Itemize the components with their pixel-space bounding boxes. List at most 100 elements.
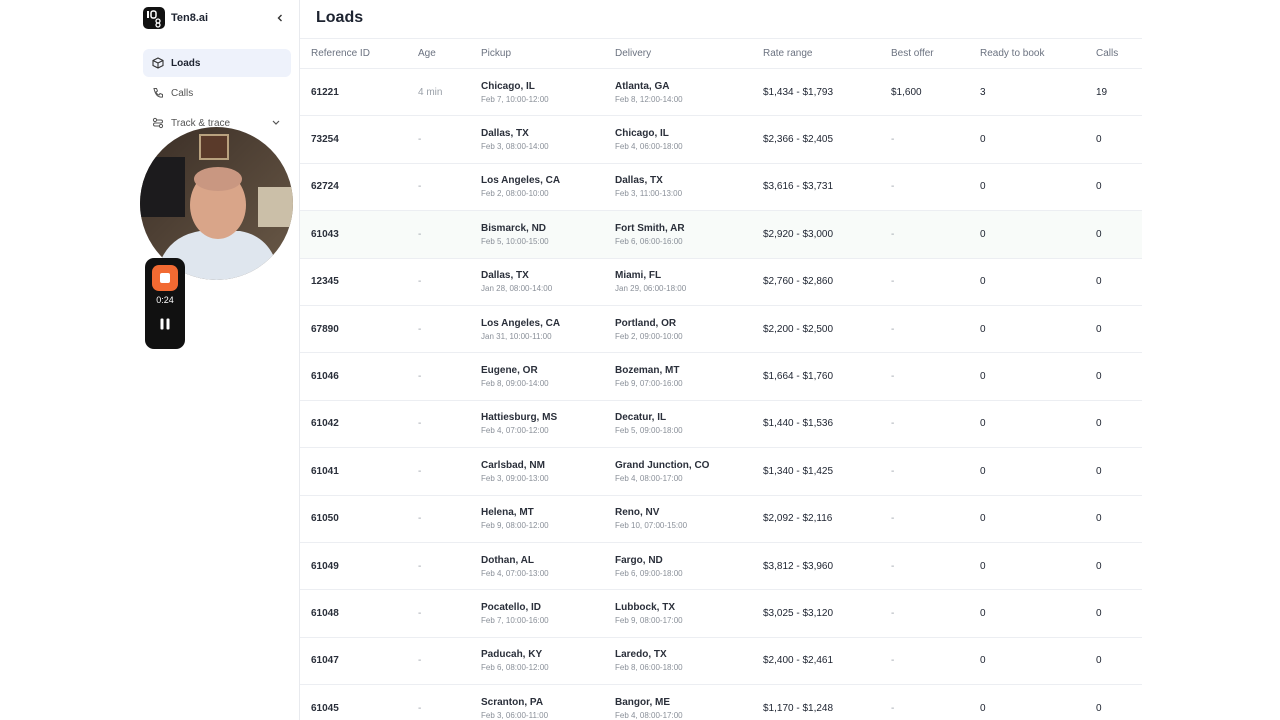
column-header[interactable]: Pickup — [481, 48, 512, 59]
delivery-window: Feb 9, 07:00-16:00 — [615, 379, 683, 389]
pickup-window: Feb 3, 09:00-13:00 — [481, 473, 549, 483]
delivery-location: Dallas, TX — [615, 175, 663, 187]
pickup-location: Chicago, IL — [481, 80, 535, 92]
calls: 0 — [1096, 228, 1102, 240]
best-offer: - — [891, 228, 895, 240]
rate-range: $3,025 - $3,120 — [763, 607, 834, 619]
nav-icon — [152, 57, 164, 69]
nav-item[interactable]: Calls — [143, 79, 291, 107]
delivery-location: Bangor, ME — [615, 696, 671, 708]
best-offer: - — [891, 418, 895, 430]
table-row[interactable]: 62724 - Los Angeles, CA Feb 2, 08:00-10:00 D… — [300, 164, 1142, 212]
pause-button[interactable] — [159, 318, 171, 330]
ready-to-book: 0 — [980, 513, 986, 525]
delivery-cell: Reno, NV Feb 10, 07:00-15:00 — [615, 507, 763, 530]
age: - — [418, 560, 422, 572]
rate-range: $3,812 - $3,960 — [763, 560, 834, 572]
pickup-location: Eugene, OR — [481, 365, 538, 377]
stop-button[interactable] — [152, 265, 178, 291]
logo[interactable] — [143, 7, 165, 29]
delivery-window: Feb 6, 06:00-16:00 — [615, 236, 683, 246]
delivery-cell: Bozeman, MT Feb 9, 07:00-16:00 — [615, 365, 763, 388]
best-offer: - — [891, 371, 895, 383]
table-row[interactable]: 61047 - Paducah, KY Feb 6, 08:00-12:00 Lared… — [300, 638, 1142, 686]
column-header[interactable]: Calls — [1096, 48, 1119, 59]
best-offer: - — [891, 323, 895, 335]
pickup-location: Carlsbad, NM — [481, 459, 545, 471]
age: - — [418, 418, 422, 430]
pickup-window: Feb 7, 10:00-16:00 — [481, 615, 549, 625]
table-row[interactable]: 61049 - Dothan, AL Feb 4, 07:00-13:00 Fargo,… — [300, 543, 1142, 591]
calls: 0 — [1096, 513, 1102, 525]
reference-id: 61047 — [311, 655, 339, 667]
column-header[interactable]: Age — [418, 48, 436, 59]
reference-id: 62724 — [311, 181, 339, 193]
pickup-window: Feb 8, 09:00-14:00 — [481, 379, 549, 389]
table-row[interactable]: 61041 - Carlsbad, NM Feb 3, 09:00-13:00 Gran… — [300, 448, 1142, 496]
delivery-location: Portland, OR — [615, 317, 677, 329]
best-offer: - — [891, 181, 895, 193]
nav-item[interactable]: Track & trace — [143, 109, 291, 137]
column-header[interactable]: Best offer — [891, 48, 934, 59]
ready-to-book: 0 — [980, 560, 986, 572]
main: Loads Reference ID Age Pickup Delivery Rate … — [300, 0, 1142, 720]
collapse-button[interactable] — [275, 13, 285, 23]
pickup-location: Pocatello, ID — [481, 601, 542, 613]
column-header[interactable]: Reference ID — [311, 48, 370, 59]
delivery-window: Feb 8, 06:00-18:00 — [615, 663, 683, 673]
table-row[interactable]: 12345 - Dallas, TX Jan 28, 08:00-14:00 Miami… — [300, 259, 1142, 306]
logo-mark — [147, 10, 161, 28]
ready-to-book: 0 — [980, 465, 986, 477]
delivery-window: Feb 8, 12:00-14:00 — [615, 94, 683, 104]
nav-icon — [152, 117, 164, 129]
delivery-location: Laredo, TX — [615, 649, 667, 661]
webcam-overlay — [140, 127, 293, 280]
age: - — [418, 607, 422, 619]
delivery-window: Feb 5, 09:00-18:00 — [615, 426, 683, 436]
column-header[interactable]: Ready to book — [980, 48, 1045, 59]
column-header[interactable]: Rate range — [763, 48, 813, 59]
table-row[interactable]: 61042 - Hattiesburg, MS Feb 4, 07:00-12:00 D… — [300, 401, 1142, 449]
rate-range: $1,340 - $1,425 — [763, 465, 834, 477]
reference-id: 61048 — [311, 607, 339, 619]
ready-to-book: 3 — [980, 86, 986, 98]
rate-range: $1,170 - $1,248 — [763, 702, 834, 714]
nav-item[interactable]: Loads — [143, 49, 291, 77]
table-body: 61221 4 min Chicago, IL Feb 7, 10:00-12:00 A… — [300, 69, 1142, 720]
pickup-cell: Los Angeles, CA Jan 31, 10:00-11:00 — [481, 318, 615, 341]
best-offer: - — [891, 607, 895, 619]
best-offer: - — [891, 513, 895, 525]
pickup-location: Hattiesburg, MS — [481, 412, 558, 424]
nav-icon — [153, 88, 163, 98]
ready-to-book: 0 — [980, 181, 986, 193]
delivery-cell: Fort Smith, AR Feb 6, 06:00-16:00 — [615, 223, 763, 246]
delivery-location: Fargo, ND — [615, 554, 663, 566]
table-row[interactable]: 61045 - Scranton, PA Feb 3, 06:00-11:00 Bang… — [300, 685, 1142, 720]
pickup-window: Feb 6, 08:00-12:00 — [481, 663, 549, 673]
table-row[interactable]: 61048 - Pocatello, ID Feb 7, 10:00-16:00 Lub… — [300, 590, 1142, 638]
pickup-window: Feb 4, 07:00-12:00 — [481, 426, 549, 436]
table-row[interactable]: 61050 - Helena, MT Feb 9, 08:00-12:00 Reno, … — [300, 496, 1142, 543]
table-row[interactable]: 61043 - Bismarck, ND Feb 5, 10:00-15:00 Fort… — [300, 211, 1142, 259]
calls: 0 — [1096, 418, 1102, 430]
delivery-window: Feb 2, 09:00-10:00 — [615, 331, 683, 341]
pickup-cell: Los Angeles, CA Feb 2, 08:00-10:00 — [481, 175, 615, 198]
ready-to-book: 0 — [980, 228, 986, 240]
age: - — [418, 181, 422, 193]
calls: 0 — [1096, 607, 1102, 619]
delivery-location: Lubbock, TX — [615, 601, 675, 613]
table-row[interactable]: 67890 - Los Angeles, CA Jan 31, 10:00-11:00… — [300, 306, 1142, 354]
column-header[interactable]: Delivery — [615, 48, 652, 59]
best-offer: $1,600 — [891, 86, 922, 98]
table-row[interactable]: 73254 - Dallas, TX Feb 3, 08:00-14:00 Chicag… — [300, 116, 1142, 164]
pickup-window: Feb 2, 08:00-10:00 — [481, 189, 549, 199]
reference-id: 61045 — [311, 702, 339, 714]
reference-id: 61043 — [311, 228, 339, 240]
reference-id: 61049 — [311, 560, 339, 572]
table-row[interactable]: 61046 - Eugene, OR Feb 8, 09:00-14:00 Bozema… — [300, 353, 1142, 401]
age: - — [418, 323, 422, 335]
table-row[interactable]: 61221 4 min Chicago, IL Feb 7, 10:00-12:00 A… — [300, 69, 1142, 117]
ready-to-book: 0 — [980, 655, 986, 667]
calls: 0 — [1096, 465, 1102, 477]
pickup-cell: Dallas, TX Jan 28, 08:00-14:00 — [481, 270, 615, 293]
